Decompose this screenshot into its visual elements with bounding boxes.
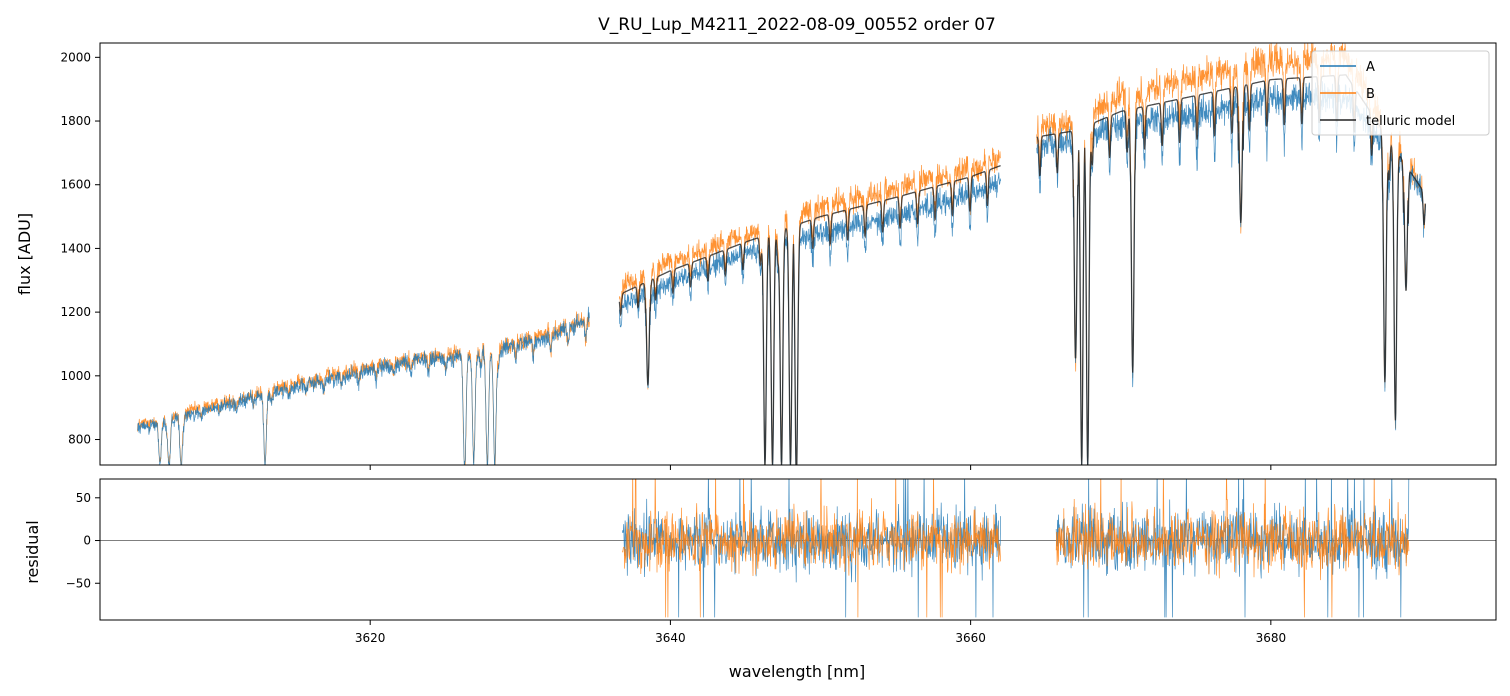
flux-y-tick-label: 800 xyxy=(68,433,91,447)
flux-plot-area xyxy=(137,43,1427,465)
x-axis-label: wavelength [nm] xyxy=(729,662,866,681)
residual-x-tick-label: 3640 xyxy=(655,631,686,645)
residual-y-axis-label: residual xyxy=(23,520,42,583)
residual-x-ticks: 3620 3640 3660 3680 xyxy=(355,620,1286,645)
residual-y-tick-label: −50 xyxy=(66,576,91,590)
residual-y-tick-label: 50 xyxy=(76,491,91,505)
residual-panel: 50 0 −50 3620 3640 3660 3680 residual wavelen… xyxy=(23,478,1497,681)
flux-y-tick-label: 1800 xyxy=(60,114,91,128)
flux-y-axis-label: flux [ADU] xyxy=(15,213,34,295)
legend: A B telluric model xyxy=(1311,50,1490,136)
flux-y-tick-label: 1200 xyxy=(60,305,91,319)
residual-y-ticks: 50 0 −50 xyxy=(66,491,100,590)
legend-label-b: B xyxy=(1366,87,1375,102)
legend-label-a: A xyxy=(1366,60,1375,75)
residual-x-tick-label: 3660 xyxy=(955,631,986,645)
residual-axes-frame xyxy=(99,478,1497,621)
legend-label-telluric-model: telluric model xyxy=(1366,114,1455,129)
flux-y-tick-label: 1400 xyxy=(60,241,91,255)
series-telluric-model-segment-1 xyxy=(618,164,1001,465)
residual-y-tick-label: 0 xyxy=(83,534,91,548)
flux-x-ticks xyxy=(369,465,1272,470)
residual-x-tick-label: 3620 xyxy=(355,631,386,645)
legend-frame xyxy=(1311,50,1490,136)
residual-B-segment-1 xyxy=(1055,479,1410,618)
series-B-segment-0 xyxy=(137,311,590,465)
flux-y-tick-label: 1600 xyxy=(60,178,91,192)
chart-title: V_RU_Lup_M4211_2022-08-09_00552 order 07 xyxy=(598,15,996,35)
series-B-segment-1 xyxy=(619,147,1001,465)
residual-B-segment-0 xyxy=(622,479,1001,618)
residual-plot-area xyxy=(100,479,1496,618)
flux-y-tick-label: 1000 xyxy=(60,369,91,383)
series-A-segment-1 xyxy=(619,172,1001,465)
flux-panel: 800 1000 1200 1400 1600 1800 2000 flux [ADU] A… xyxy=(15,42,1497,470)
series-A-segment-2 xyxy=(1036,80,1426,465)
flux-axes-frame xyxy=(99,42,1497,466)
flux-y-ticks: 800 1000 1200 1400 1600 1800 2000 xyxy=(60,50,100,447)
flux-y-tick-label: 2000 xyxy=(60,50,91,64)
series-A-segment-0 xyxy=(137,306,590,465)
residual-x-tick-label: 3680 xyxy=(1256,631,1287,645)
